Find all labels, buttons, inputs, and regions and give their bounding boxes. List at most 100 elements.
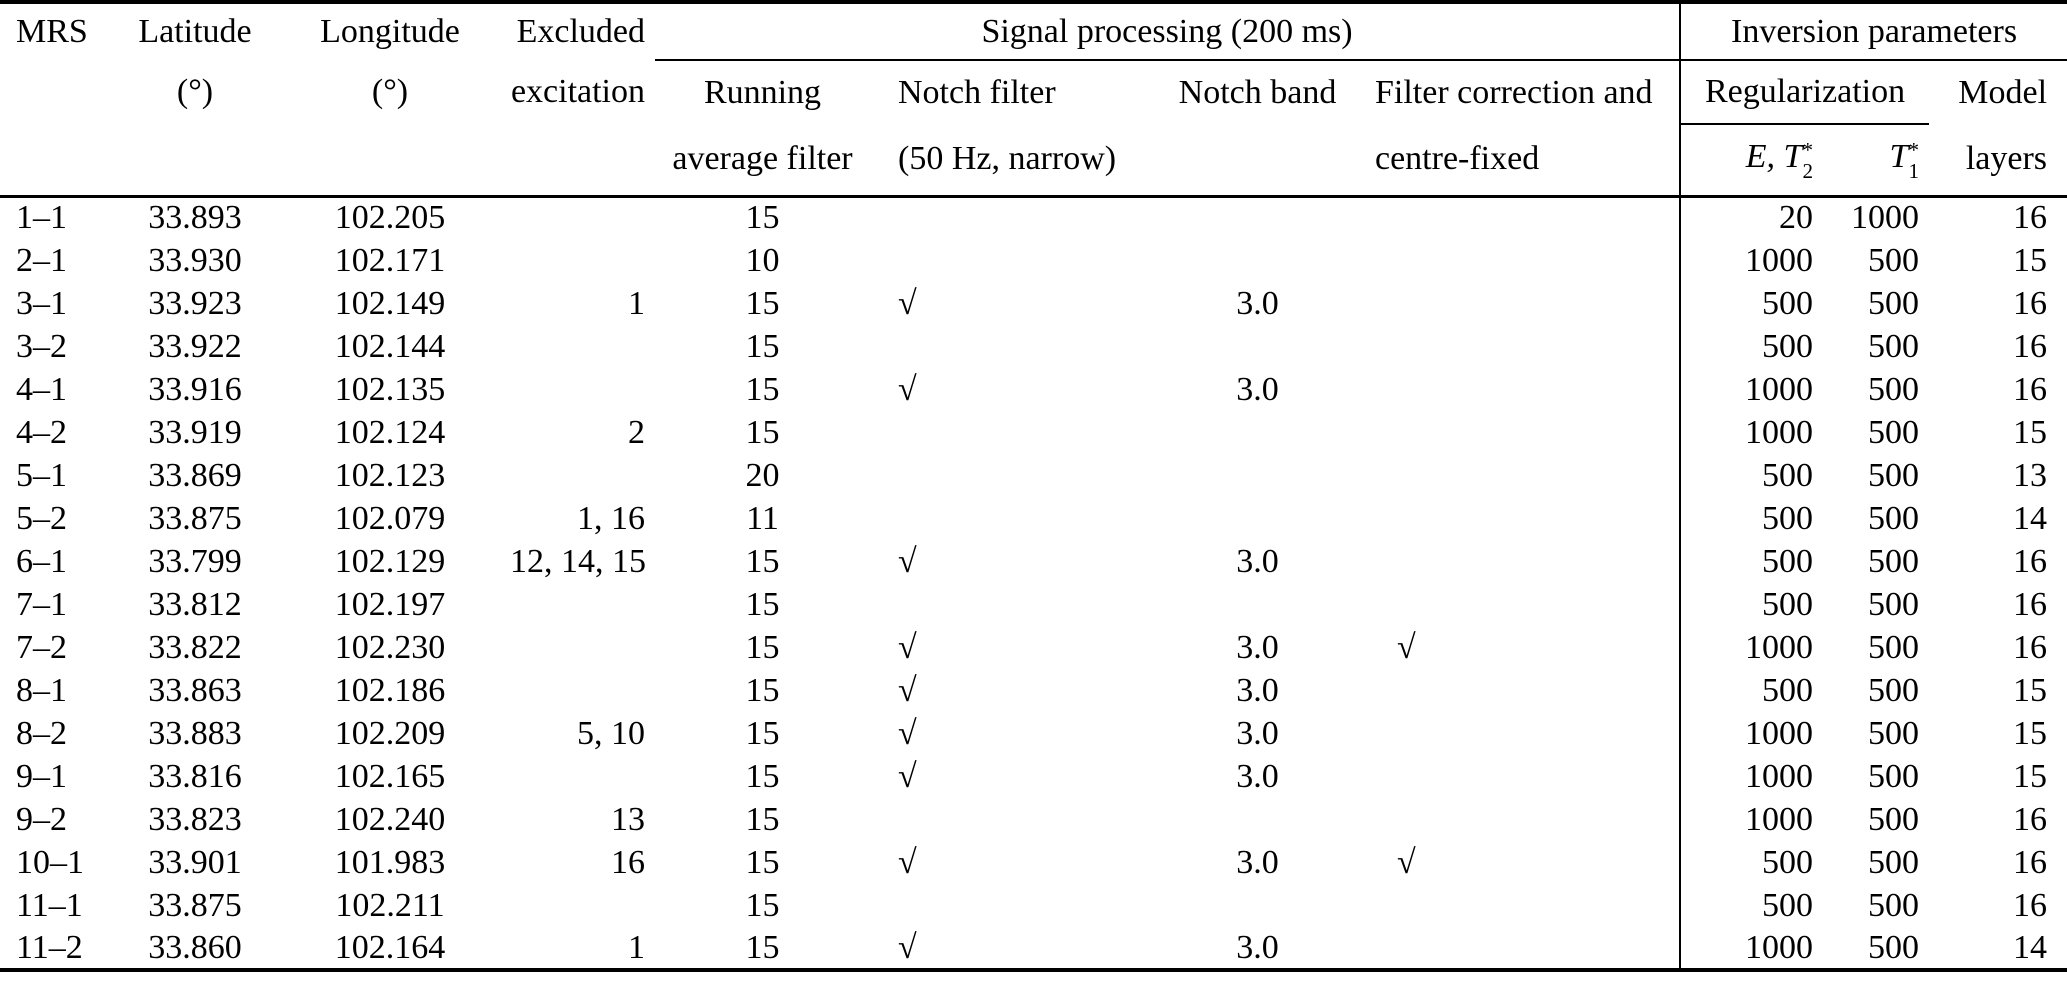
longitude-value: 102.171: [334, 241, 446, 279]
notch-band-value: [1160, 798, 1355, 841]
running-average-filter-value: 11: [746, 499, 779, 537]
regularization-e-t2-value: 500: [1679, 325, 1823, 368]
filter-correction-check: [1355, 798, 1680, 841]
table-row: 4–2 33.919 102.124 2 15 1000 500 15: [0, 411, 2067, 454]
running-average-filter-value: 15: [745, 628, 780, 666]
excluded-excitation-value: [510, 669, 655, 712]
regularization-t1-value: 500: [1868, 628, 1920, 666]
col-header-notch-filter-line1: Notch filter: [898, 73, 1056, 111]
col-header-regularization: Regularization: [1679, 60, 1930, 125]
regularization-e-t2-value: 1000: [1679, 798, 1823, 841]
excluded-excitation-value: 5, 10: [577, 714, 645, 752]
mrs-id: 6–1: [16, 542, 67, 580]
table-row: 7–2 33.822 102.230 15 √ 3.0 √ 1000 500 16: [0, 626, 2067, 669]
col-header-longitude: Longitude: [320, 13, 460, 50]
running-average-filter-value: 15: [745, 843, 780, 881]
excluded-excitation-value: 1: [628, 928, 645, 966]
regularization-t1-value: 500: [1868, 585, 1920, 623]
table-row: 11–2 33.860 102.164 1 15 √ 3.0 1000 500 14: [0, 927, 2067, 970]
regularization-t1-value: 500: [1868, 843, 1920, 881]
filter-correction-check: [1355, 282, 1680, 325]
notch-band-value: [1160, 411, 1355, 454]
t1-symbol: T: [1889, 137, 1909, 175]
running-average-filter-value: 15: [745, 800, 780, 838]
notch-band-value: [1160, 884, 1355, 927]
regularization-t1-value: 1000: [1851, 199, 1920, 237]
mrs-id: 4–2: [16, 413, 67, 451]
excluded-excitation-value: 2: [628, 413, 645, 451]
latitude-value: 33.812: [148, 585, 242, 623]
notch-band-value: 3.0: [1236, 714, 1279, 752]
mrs-id: 11–2: [16, 928, 83, 966]
model-layers-value: 16: [2013, 542, 2048, 580]
regularization-e-t2-value: 1000: [1679, 712, 1823, 755]
filter-correction-check: [1355, 411, 1680, 454]
col-header-longitude-unit: (°): [371, 73, 409, 110]
header-row-3: average filter (50 Hz, narrow) centre-fi…: [0, 124, 2067, 198]
table-row: 10–1 33.901 101.983 16 15 √ 3.0 √ 500 500 16: [0, 841, 2067, 884]
latitude-value: 33.893: [148, 199, 242, 237]
regularization-e-t2-value: 500: [1679, 841, 1823, 884]
notch-band-value: [1160, 325, 1355, 368]
regularization-t1-value: 500: [1868, 542, 1920, 580]
running-average-filter-value: 15: [745, 585, 780, 623]
regularization-e-t2-value: 500: [1679, 669, 1823, 712]
model-layers-value: 15: [2013, 241, 2048, 279]
mrs-id: 3–2: [16, 327, 67, 365]
model-layers-value: 15: [2013, 413, 2048, 451]
notch-band-value: [1160, 239, 1355, 282]
col-header-t1: T * 1: [1822, 124, 1930, 198]
regularization-t1-value: 500: [1868, 714, 1920, 752]
table-row: 9–2 33.823 102.240 13 15 1000 500 16: [0, 798, 2067, 841]
header-spacer: [270, 124, 510, 198]
model-layers-value: 15: [2013, 714, 2048, 752]
running-average-filter-value: 15: [745, 413, 780, 451]
mrs-id: 8–2: [16, 714, 67, 752]
longitude-value: 102.165: [334, 757, 446, 795]
latitude-value: 33.860: [148, 928, 242, 966]
t1-subsup: * 1: [1908, 137, 1920, 183]
running-average-filter-value: 15: [745, 714, 780, 752]
running-average-filter-value: 15: [745, 757, 780, 795]
col-header-model-line1: Model: [1958, 73, 2048, 111]
table-row: 4–1 33.916 102.135 15 √ 3.0 1000 500 16: [0, 368, 2067, 411]
header-spacer: [0, 60, 120, 124]
table-row: 2–1 33.930 102.171 10 1000 500 15: [0, 239, 2067, 282]
col-header-running-average-line2: average filter: [655, 124, 870, 198]
filter-correction-check: [1355, 669, 1680, 712]
longitude-value: 102.164: [334, 928, 446, 966]
excluded-excitation-value: [510, 626, 655, 669]
table-row: 11–1 33.875 102.211 15 500 500 16: [0, 884, 2067, 927]
latitude-value: 33.869: [148, 456, 242, 494]
latitude-value: 33.799: [148, 542, 242, 580]
col-header-notch-band: Notch band: [1178, 73, 1337, 111]
mrs-id: 7–1: [16, 585, 67, 623]
model-layers-value: 16: [2013, 370, 2048, 408]
notch-band-value: 3.0: [1236, 757, 1279, 795]
excluded-excitation-value: 1, 16: [577, 499, 645, 537]
notch-band-value: 3.0: [1236, 928, 1279, 966]
regularization-t1-value: 500: [1868, 886, 1920, 924]
mrs-id: 1–1: [16, 199, 67, 237]
model-layers-value: 16: [2013, 800, 2048, 838]
notch-band-value: 3.0: [1236, 843, 1279, 881]
latitude-value: 33.823: [148, 800, 242, 838]
mrs-id: 2–1: [16, 241, 67, 279]
model-layers-value: 16: [2013, 199, 2048, 237]
group-header-signal-processing: Signal processing (200 ms): [655, 2, 1681, 61]
table-row: 5–2 33.875 102.079 1, 16 11 500 500 14: [0, 497, 2067, 540]
excluded-excitation-value: [510, 884, 655, 927]
longitude-value: 102.129: [334, 542, 446, 580]
longitude-value: 102.123: [334, 456, 446, 494]
table-row: 3–1 33.923 102.149 1 15 √ 3.0 500 500 16: [0, 282, 2067, 325]
notch-filter-check: [870, 239, 1160, 282]
notch-filter-check: √: [898, 928, 917, 966]
table-row: 3–2 33.922 102.144 15 500 500 16: [0, 325, 2067, 368]
mrs-id: 7–2: [16, 628, 67, 666]
model-layers-value: 13: [2013, 456, 2048, 494]
notch-filter-check: [870, 884, 1160, 927]
notch-filter-check: [870, 411, 1160, 454]
table-row: 7–1 33.812 102.197 15 500 500 16: [0, 583, 2067, 626]
longitude-value: 102.240: [334, 800, 446, 838]
notch-band-value: 3.0: [1236, 628, 1279, 666]
